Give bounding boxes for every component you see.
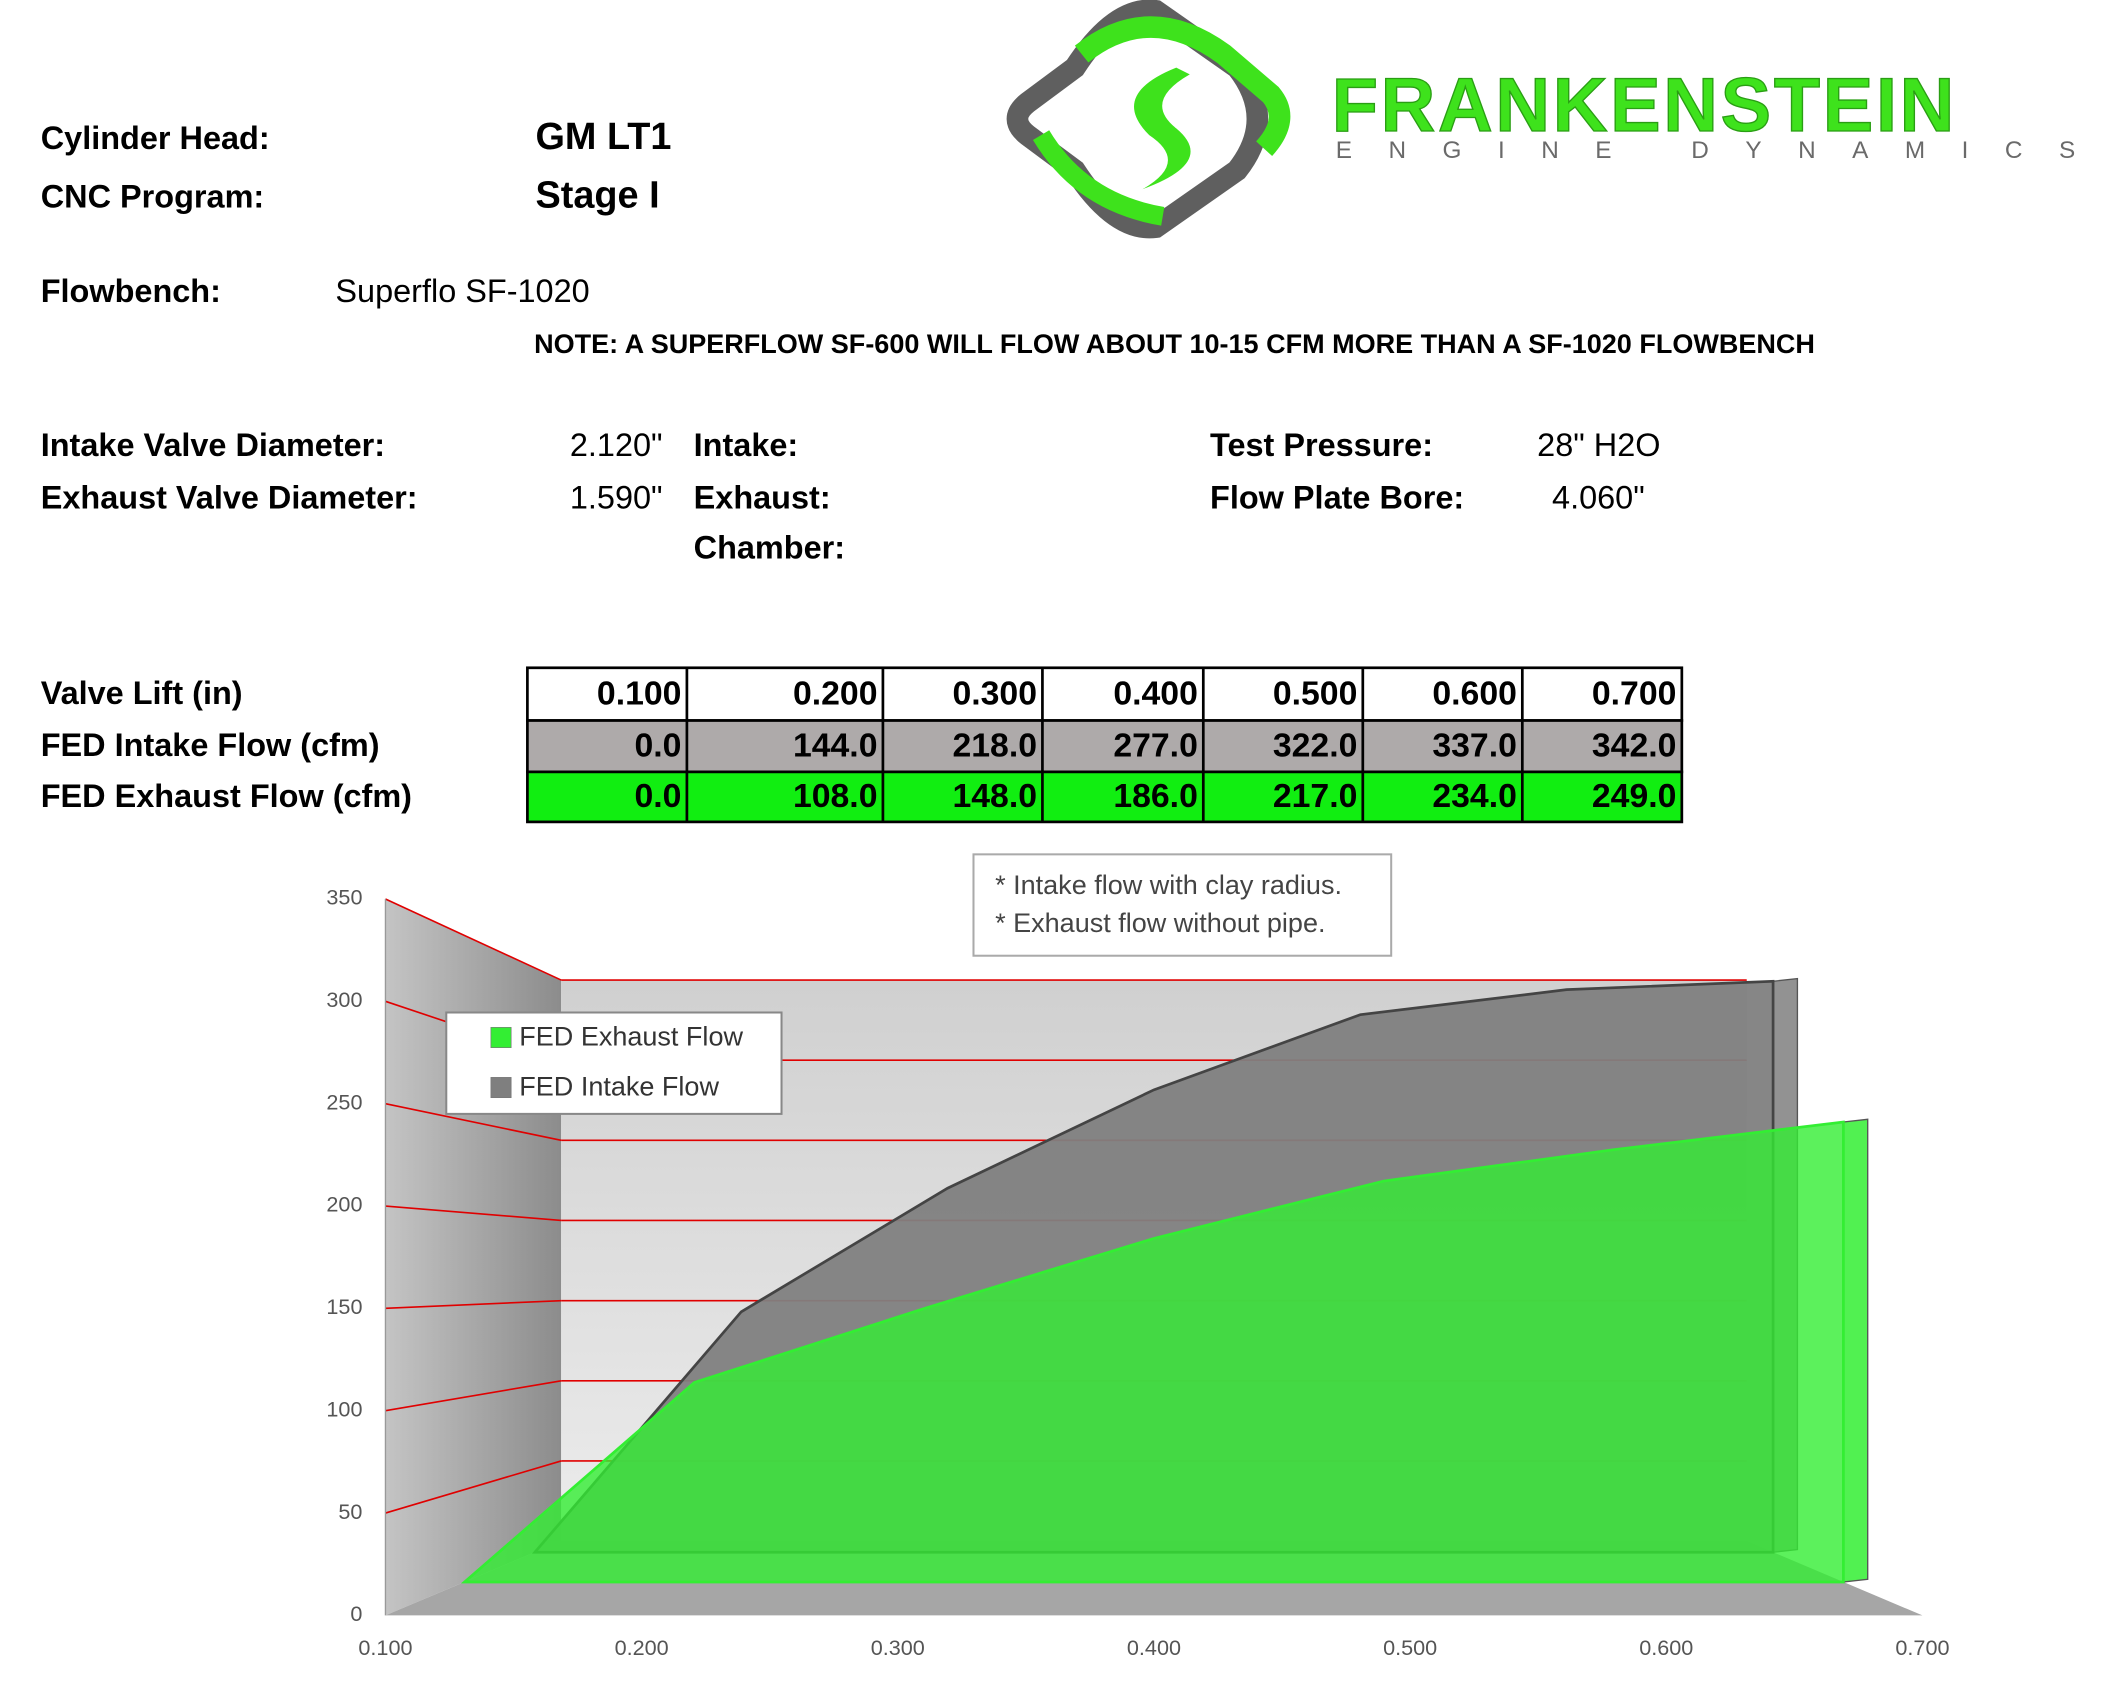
grid-line	[385, 1379, 562, 1412]
spec-label: Exhaust Valve Diameter:	[41, 480, 418, 516]
flow-table: Valve Lift (in) 0.100 0.200 0.300 0.400 0.500…	[41, 666, 1684, 824]
spec-value: 4.060"	[1552, 480, 1645, 516]
table-cell: 108.0	[793, 777, 878, 815]
table-cell: 0.700	[1592, 674, 1677, 712]
spec-label: Exhaust:	[694, 480, 831, 516]
table-cell: 322.0	[1273, 726, 1358, 764]
table-cell: 0.300	[952, 674, 1037, 712]
table-cell: 144.0	[793, 726, 878, 764]
row-header: Valve Lift (in)	[41, 675, 243, 711]
table-row	[526, 719, 1684, 774]
row-header: FED Exhaust Flow (cfm)	[41, 778, 412, 814]
table-cell: 148.0	[952, 777, 1037, 815]
legend-swatch	[490, 1077, 512, 1099]
legend-label: FED Intake Flow	[519, 1071, 719, 1101]
annotation: * Intake flow with clay radius.	[995, 870, 1342, 900]
table-cell: 0.0	[635, 726, 682, 764]
x-tick-label: 0.600	[1639, 1635, 1693, 1660]
table-cell: 217.0	[1273, 777, 1358, 815]
field-label: CNC Program:	[41, 178, 264, 214]
table-row	[526, 666, 1684, 722]
x-tick-label: 0.300	[871, 1635, 925, 1660]
x-tick-label: 0.100	[358, 1635, 412, 1660]
logo-subtitle: ENGINE DYNAMICS	[1336, 137, 2112, 164]
y-tick-label: 300	[326, 987, 362, 1012]
field-label: Flowbench:	[41, 273, 221, 309]
table-cell: 0.500	[1273, 674, 1358, 712]
grid-line	[385, 1460, 562, 1514]
annotation: * Exhaust flow without pipe.	[995, 908, 1325, 938]
spec-value: 1.590"	[570, 480, 663, 516]
y-tick-label: 250	[326, 1089, 362, 1114]
logo-arc	[1074, 16, 1291, 156]
y-tick-label: 50	[338, 1499, 362, 1524]
note: NOTE: A SUPERFLOW SF-600 WILL FLOW ABOUT…	[534, 329, 1815, 359]
y-tick-label: 100	[326, 1396, 362, 1421]
y-tick-label: 150	[326, 1294, 362, 1319]
table-cell: 218.0	[952, 726, 1037, 764]
table-cell: 0.600	[1432, 674, 1517, 712]
y-tick-label: 0	[350, 1601, 362, 1626]
field-label: Cylinder Head:	[41, 120, 270, 156]
table-cell: 342.0	[1592, 726, 1677, 764]
y-tick-label: 350	[326, 885, 362, 910]
grid-line	[385, 1205, 562, 1222]
x-tick-label: 0.500	[1383, 1635, 1437, 1660]
x-tick-label: 0.700	[1895, 1635, 1949, 1660]
grid-line	[385, 898, 562, 981]
y-tick-label: 200	[326, 1192, 362, 1217]
logo-arc	[1032, 130, 1165, 226]
field-value: Stage I	[535, 174, 659, 216]
table-row	[526, 770, 1684, 824]
table-cell: 337.0	[1432, 726, 1517, 764]
spec-label: Intake Valve Diameter:	[41, 427, 385, 463]
spec-label: Chamber:	[694, 530, 845, 566]
table-cell: 0.100	[597, 674, 682, 712]
table-cell: 0.200	[793, 674, 878, 712]
spec-label: Test Pressure:	[1210, 427, 1433, 463]
area-side	[1842, 1118, 1869, 1583]
spec-value: 28" H2O	[1537, 427, 1660, 463]
logo-flame	[1134, 67, 1191, 190]
x-tick-label: 0.200	[615, 1635, 669, 1660]
table-cell: 0.400	[1113, 674, 1198, 712]
x-tick-label: 0.400	[1127, 1635, 1181, 1660]
field-value: Superflo SF-1020	[335, 273, 589, 309]
field-value: GM LT1	[535, 116, 671, 158]
table-cell: 0.0	[635, 777, 682, 815]
grid-line	[385, 1102, 562, 1142]
legend-label: FED Exhaust Flow	[519, 1021, 743, 1051]
table-cell: 249.0	[1592, 777, 1677, 815]
table-cell: 186.0	[1113, 777, 1198, 815]
logo: FRANKENSTEIN ENGINE DYNAMICS	[1006, 0, 2112, 239]
spec-value: 2.120"	[570, 427, 663, 463]
grid-line	[385, 1299, 562, 1310]
spec-label: Flow Plate Bore:	[1210, 480, 1464, 516]
spec-label: Intake:	[694, 427, 799, 463]
logo-title: FRANKENSTEIN	[1332, 63, 1957, 148]
area	[460, 1120, 1845, 1584]
legend-swatch	[490, 1027, 512, 1048]
row-header: FED Intake Flow (cfm)	[41, 727, 380, 763]
table-cell: 277.0	[1113, 726, 1198, 764]
table-cell: 234.0	[1432, 777, 1517, 815]
left-wall	[385, 898, 562, 1616]
annotation-box	[972, 853, 1393, 957]
chart: 0 50 100 150 200 250 300 350 0.100 0.200 0.300 0.40…	[326, 853, 1949, 1660]
